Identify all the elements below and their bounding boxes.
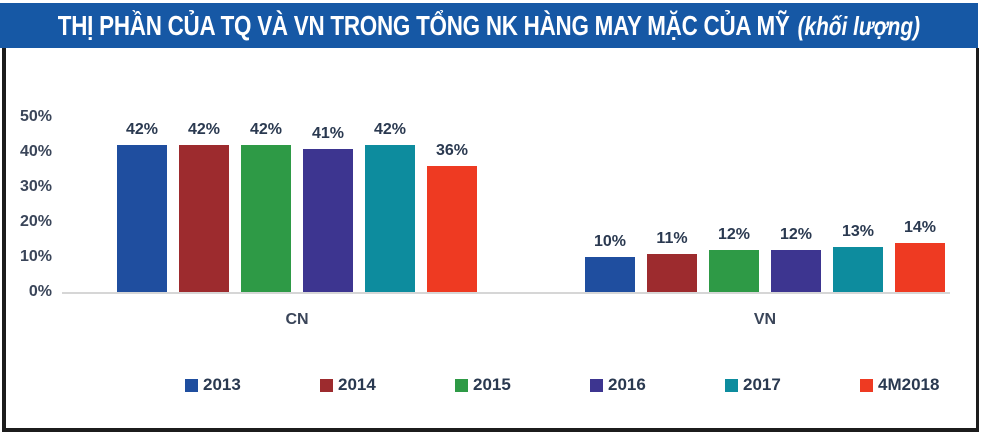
legend-item-2015: 2015 [455, 375, 511, 394]
bar-label-vn-2014: 11% [656, 229, 688, 247]
bar-label-vn-2015: 12% [717, 226, 751, 243]
legend-label-2015: 2015 [473, 375, 511, 394]
bar-cn-2013 [117, 145, 167, 292]
bar-cn-2017 [365, 145, 415, 292]
bar-label-cn-2013: 42% [125, 121, 159, 138]
bar-vn-2013 [585, 257, 635, 292]
bar-label-vn-2016: 12% [779, 226, 813, 243]
legend-label-2017: 2017 [743, 375, 781, 394]
legend-label-4m2018: 4M2018 [878, 375, 940, 394]
bar-label-cn-2016: 41% [311, 124, 345, 142]
bar-label-vn-4m2018: 14% [903, 219, 937, 236]
legend-item-2016: 2016 [590, 375, 646, 394]
legend-label-2016: 2016 [608, 375, 646, 394]
bar-cn-2016 [303, 148, 353, 292]
legend-label-2014: 2014 [338, 375, 376, 394]
bar-label-vn-2013: 10% [593, 233, 627, 250]
bar-label-vn-2017: 13% [841, 222, 875, 240]
category-label-vn: VN [753, 311, 777, 328]
y-axis-tick-20: 20% [19, 213, 52, 230]
bar-cn-2014 [179, 145, 229, 292]
bar-vn-4m2018 [895, 243, 945, 292]
x-axis-line [62, 292, 950, 294]
bar-cn-4m2018 [427, 166, 477, 292]
bar-vn-2017 [833, 246, 883, 292]
chart-title: THỊ PHẦN CỦA TQ VÀ VN TRONG TỔNG NK HÀNG… [57, 9, 790, 41]
chart-title-bar: THỊ PHẦN CỦA TQ VÀ VN TRONG TỔNG NK HÀNG… [0, 3, 978, 48]
legend-item-2014: 2014 [320, 375, 376, 394]
legend-swatch-2013 [185, 378, 198, 392]
y-axis-tick-10: 10% [19, 248, 52, 265]
y-axis-tick-40: 40% [19, 143, 52, 160]
bar-label-cn-4m2018: 36% [435, 142, 469, 159]
bar-label-cn-2015: 42% [249, 121, 283, 138]
legend-swatch-4m2018 [860, 378, 873, 392]
chart-title-wrap: THỊ PHẦN CỦA TQ VÀ VN TRONG TỔNG NK HÀNG… [58, 10, 920, 42]
bar-cn-2015 [241, 145, 291, 292]
chart-title-note: (khối lượng) [797, 10, 921, 41]
bar-vn-2015 [709, 250, 759, 292]
y-axis-tick-0: 0% [28, 283, 52, 300]
bar-label-cn-2017: 42% [373, 121, 407, 138]
bar-vn-2014 [647, 253, 697, 292]
chart-frame [2, 48, 979, 432]
legend-item-4m2018: 4M2018 [860, 375, 940, 394]
legend-swatch-2016 [590, 378, 603, 392]
legend-swatch-2015 [455, 378, 468, 392]
y-axis-tick-30: 30% [19, 178, 52, 195]
bar-label-cn-2014: 42% [187, 121, 221, 138]
legend-swatch-2017 [725, 378, 738, 392]
bar-vn-2016 [771, 250, 821, 292]
legend-swatch-2014 [320, 378, 333, 392]
legend-item-2017: 2017 [725, 375, 781, 394]
y-axis-tick-50: 50% [19, 108, 52, 125]
legend-label-2013: 2013 [203, 375, 241, 394]
category-label-cn: CN [285, 311, 309, 328]
legend-item-2013: 2013 [185, 375, 241, 394]
